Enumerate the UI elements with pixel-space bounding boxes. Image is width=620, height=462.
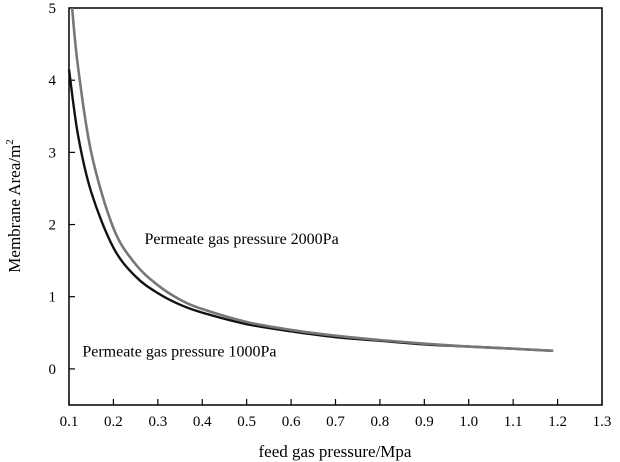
y-axis-label-text: Membrane Area/m bbox=[5, 145, 24, 273]
x-tick-label: 0.9 bbox=[415, 414, 434, 430]
x-axis-ticks: 0.1 0.2 0.3 0.4 0.5 0.6 0.7 0.8 0.9 1.0 1.1 1.2 1.3 bbox=[60, 399, 612, 430]
annotation-layer: Permeate gas pressure 2000Pa Permeate gas… bbox=[82, 231, 338, 361]
y-tick-label: 1 bbox=[49, 290, 57, 306]
series-label-2: Permeate gas pressure 1000Pa bbox=[82, 344, 276, 361]
x-tick-label: 1.1 bbox=[504, 414, 523, 430]
x-tick-label: 1.2 bbox=[548, 414, 567, 430]
y-tick-label: 5 bbox=[49, 1, 57, 17]
x-axis-label: feed gas pressure/Mpa bbox=[259, 442, 412, 461]
series-label-1: Permeate gas pressure 2000Pa bbox=[145, 231, 339, 248]
x-tick-label: 0.6 bbox=[282, 414, 301, 430]
series-line-2 bbox=[70, 7, 554, 353]
x-tick-label: 1.3 bbox=[593, 414, 612, 430]
x-tick-label: 0.1 bbox=[60, 414, 79, 430]
x-tick-label: 0.8 bbox=[371, 414, 390, 430]
y-axis-label: Membrane Area/m2 bbox=[4, 139, 24, 272]
y-tick-label: 0 bbox=[49, 362, 57, 378]
y-axis-label-superscript: 2 bbox=[4, 139, 16, 145]
x-tick-label: 0.7 bbox=[326, 414, 345, 430]
y-axis-ticks: 0 1 2 3 4 5 bbox=[49, 1, 75, 378]
series-line-1 bbox=[67, 69, 554, 353]
x-tick-label: 0.2 bbox=[104, 414, 123, 430]
x-tick-label: 0.4 bbox=[193, 414, 212, 430]
x-tick-label: 1.0 bbox=[459, 414, 478, 430]
x-tick-label: 0.5 bbox=[237, 414, 256, 430]
y-tick-label: 4 bbox=[49, 73, 57, 89]
series-layer bbox=[67, 7, 554, 353]
y-tick-label: 3 bbox=[49, 145, 57, 161]
y-tick-label: 2 bbox=[49, 218, 57, 234]
x-tick-label: 0.3 bbox=[148, 414, 167, 430]
